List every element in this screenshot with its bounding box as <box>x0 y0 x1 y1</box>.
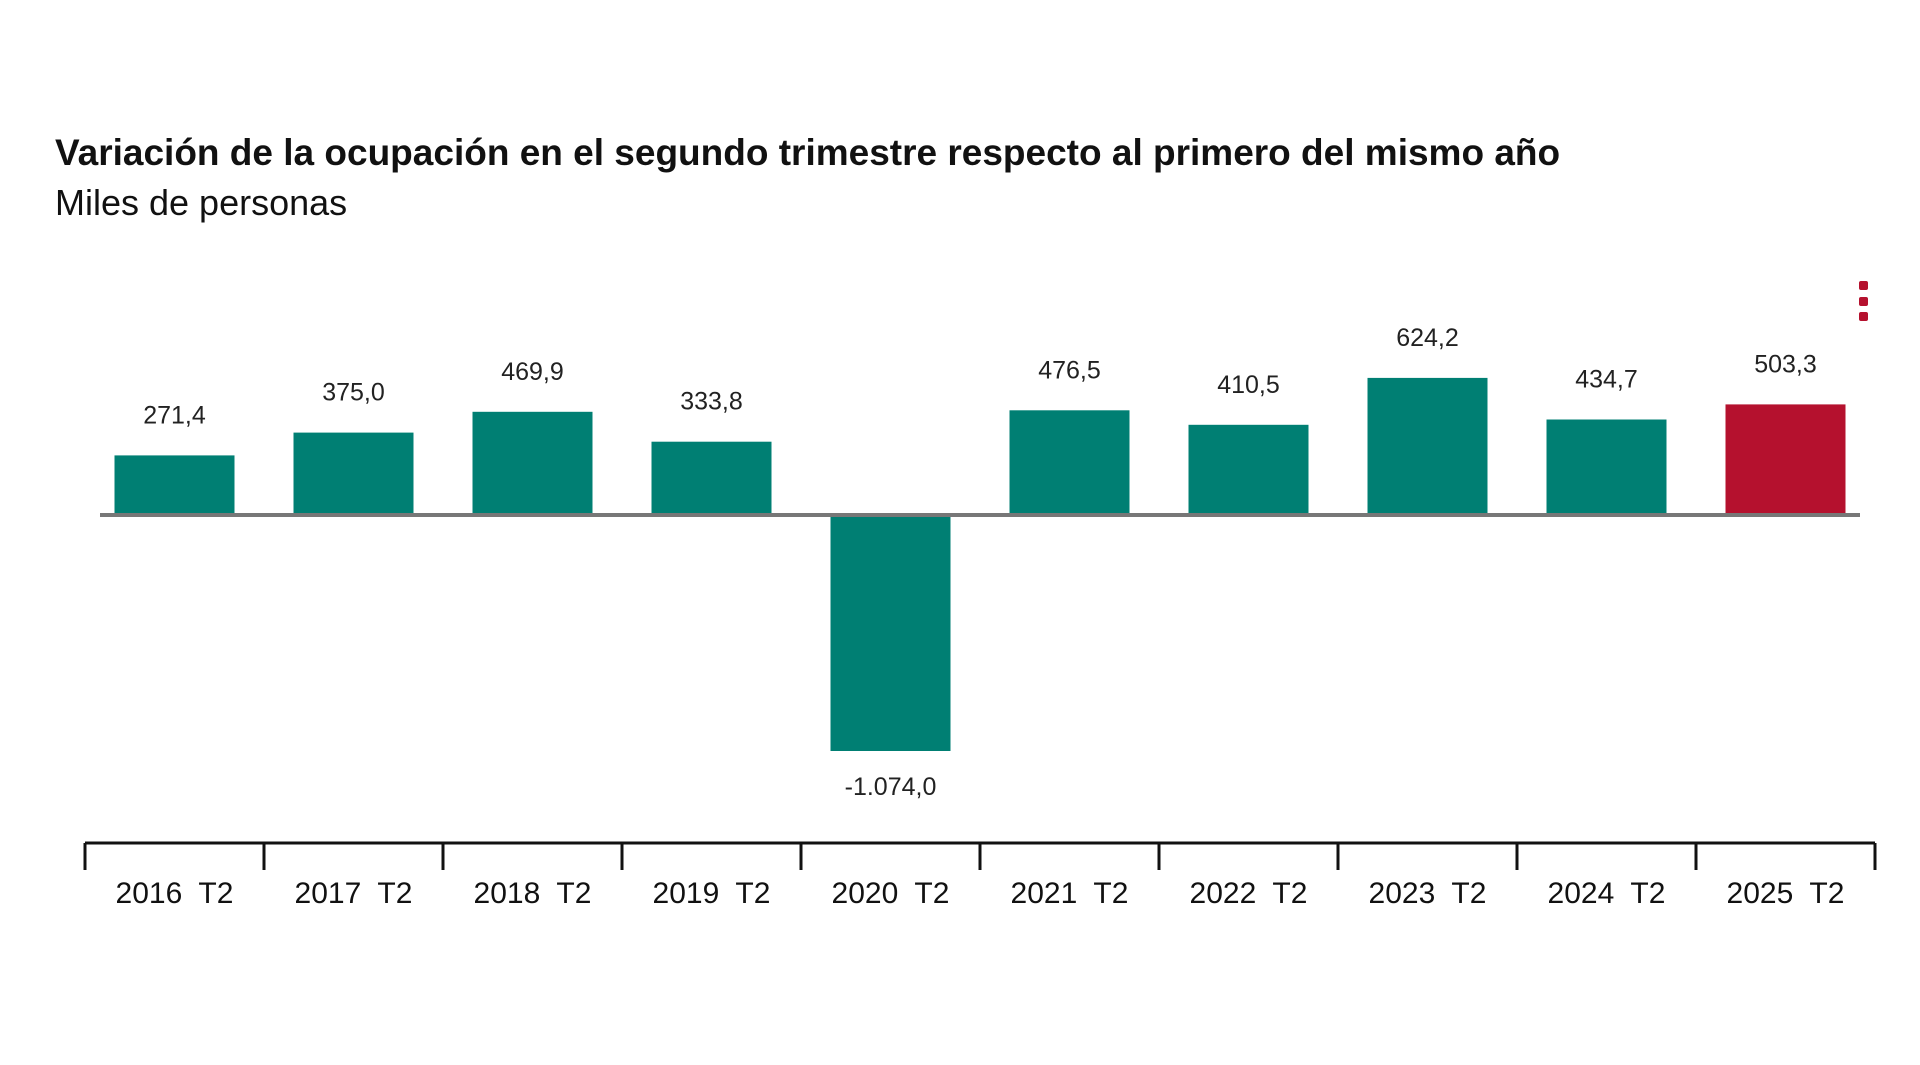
bar-1[interactable] <box>293 432 414 515</box>
value-label-2: 469,9 <box>501 358 564 386</box>
value-labels-layer: 271,4 375,0 469,9 333,8 -1.074,0 476,5 410,5 62… <box>143 324 1817 801</box>
x-tick-label-6: 2022 T2 <box>1190 877 1308 910</box>
x-tick-label-7: 2023 T2 <box>1369 877 1487 910</box>
bar-4[interactable] <box>830 515 951 751</box>
x-tick-label-8: 2024 T2 <box>1548 877 1666 910</box>
value-label-8: 434,7 <box>1575 366 1638 394</box>
bar-2[interactable] <box>472 411 593 515</box>
value-label-7: 624,2 <box>1396 324 1459 352</box>
vertical-ellipsis-icon-dot <box>1858 296 1868 306</box>
value-label-3: 333,8 <box>680 388 743 416</box>
chart-menu-button[interactable] <box>1853 281 1873 321</box>
bar-8[interactable] <box>1546 419 1667 516</box>
x-tick-label-5: 2021 T2 <box>1011 877 1129 910</box>
x-tick-label-2: 2018 T2 <box>474 877 592 910</box>
bars-layer <box>114 377 1846 751</box>
value-label-5: 476,5 <box>1038 356 1101 384</box>
x-tick-label-3: 2019 T2 <box>653 877 771 910</box>
value-label-9: 503,3 <box>1754 350 1817 378</box>
x-tick-label-1: 2017 T2 <box>295 877 413 910</box>
chart-subtitle: Miles de personas <box>55 182 348 223</box>
x-axis: 2016 T2 2017 T2 2018 T2 2019 T2 2020 T2 2021 … <box>83 841 1877 910</box>
bar-7[interactable] <box>1367 377 1488 515</box>
value-label-0: 271,4 <box>143 401 206 429</box>
value-label-1: 375,0 <box>322 379 385 407</box>
bar-0[interactable] <box>114 455 235 515</box>
value-label-4: -1.074,0 <box>845 773 937 801</box>
bar-6[interactable] <box>1188 424 1309 515</box>
x-tick-label-4: 2020 T2 <box>832 877 950 910</box>
bar-9[interactable] <box>1725 404 1846 515</box>
x-tick-label-9: 2025 T2 <box>1727 877 1845 910</box>
value-label-6: 410,5 <box>1217 371 1280 399</box>
bar-3[interactable] <box>651 441 772 515</box>
x-tick-label-0: 2016 T2 <box>116 877 234 910</box>
vertical-ellipsis-icon <box>1858 281 1868 290</box>
vertical-ellipsis-icon-dot <box>1858 312 1868 321</box>
bar-5[interactable] <box>1009 410 1130 515</box>
chart-title: Variación de la ocupación en el segundo … <box>55 132 1561 173</box>
